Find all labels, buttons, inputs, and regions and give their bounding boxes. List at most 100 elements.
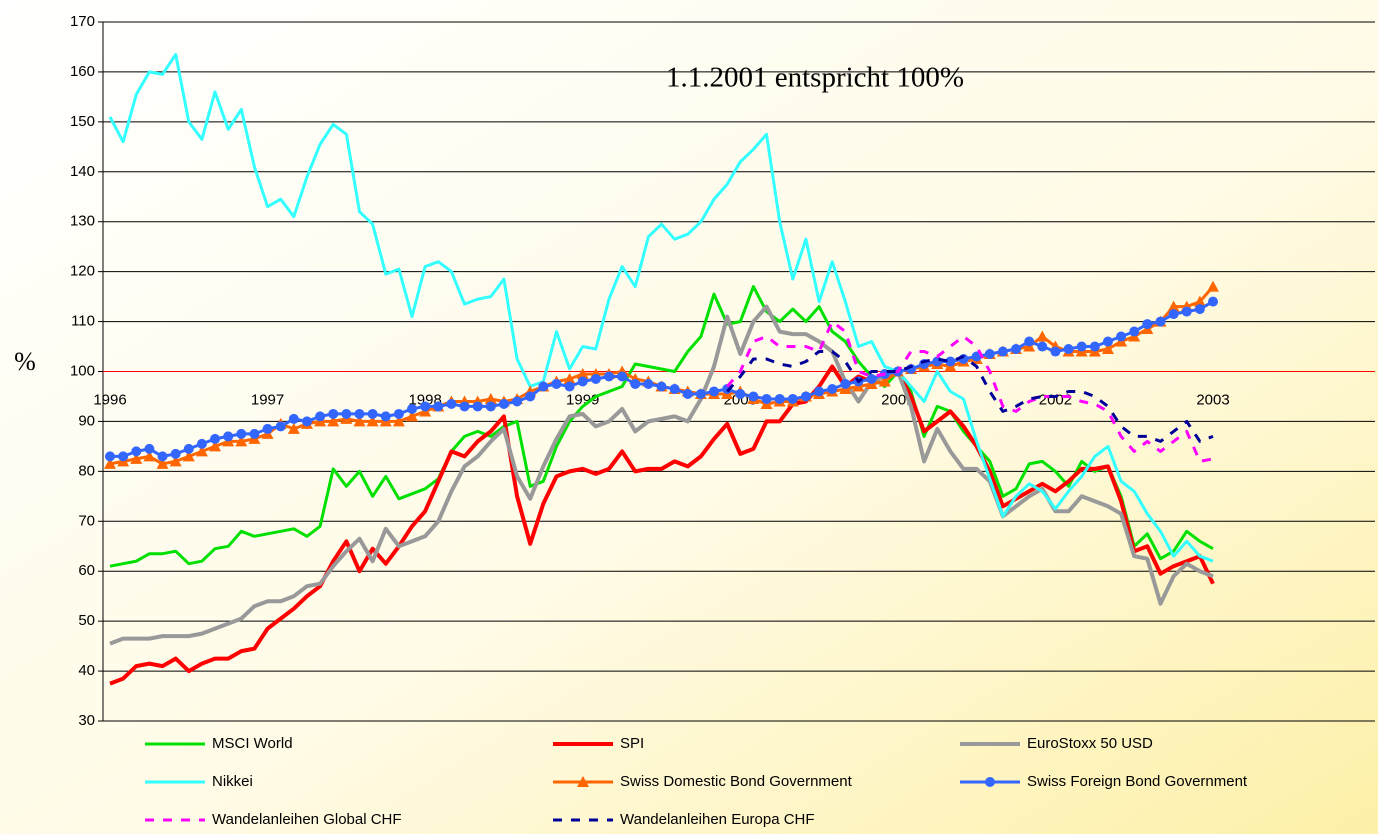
- point-marker: [800, 391, 811, 402]
- x-tick-label: 1998: [408, 391, 441, 408]
- point-marker: [603, 371, 614, 382]
- point-marker: [366, 415, 379, 427]
- point-marker: [682, 388, 693, 399]
- point-marker: [564, 381, 575, 392]
- point-marker: [1207, 280, 1219, 292]
- point-marker: [656, 381, 667, 392]
- x-tick-label: 2002: [1039, 391, 1072, 408]
- point-marker: [814, 386, 825, 397]
- point-marker: [695, 388, 706, 399]
- y-tick-label: 140: [70, 163, 95, 180]
- point-marker: [1167, 300, 1180, 312]
- point-marker: [105, 451, 115, 462]
- x-tick-label: 1999: [566, 391, 599, 408]
- y-tick-label: 30: [78, 712, 95, 729]
- point-marker: [196, 438, 207, 449]
- point-marker: [878, 375, 891, 387]
- point-marker: [156, 457, 169, 469]
- point-marker: [407, 403, 418, 414]
- annotation: 1.1.2001 entspricht 100%: [666, 62, 964, 94]
- point-marker: [131, 446, 142, 457]
- point-marker: [485, 401, 496, 412]
- point-marker: [169, 455, 182, 467]
- point-marker: [275, 421, 286, 432]
- point-marker: [236, 428, 247, 439]
- point-marker: [761, 393, 772, 404]
- point-marker: [1063, 344, 1074, 355]
- point-marker: [354, 408, 365, 419]
- point-marker: [484, 392, 497, 404]
- point-marker: [840, 378, 851, 389]
- series-line: [109, 285, 1214, 568]
- point-marker: [577, 376, 588, 387]
- point-marker: [748, 391, 759, 402]
- point-marker: [669, 383, 680, 394]
- point-marker: [997, 346, 1008, 357]
- point-marker: [1101, 343, 1114, 355]
- point-marker: [709, 386, 720, 397]
- y-tick-label: 150: [70, 113, 95, 130]
- point-marker: [617, 371, 628, 382]
- point-marker: [1129, 326, 1140, 337]
- y-axis-label: %: [14, 347, 36, 376]
- point-marker: [315, 411, 326, 422]
- y-tick-label: 170: [70, 13, 95, 30]
- y-tick-label: 60: [78, 562, 95, 579]
- point-marker: [1011, 344, 1022, 355]
- legend-label: Swiss Domestic Bond Government: [620, 773, 853, 790]
- point-marker: [576, 367, 589, 379]
- y-tick-label: 120: [70, 263, 95, 280]
- point-marker: [104, 457, 116, 469]
- legend-marker: [577, 776, 589, 787]
- point-marker: [183, 443, 194, 454]
- point-marker: [1208, 296, 1218, 307]
- point-marker: [288, 413, 299, 424]
- point-marker: [1116, 331, 1127, 342]
- point-marker: [223, 431, 234, 442]
- y-tick-label: 100: [70, 362, 95, 379]
- point-marker: [130, 452, 143, 464]
- point-marker: [590, 373, 601, 384]
- point-marker: [144, 443, 155, 454]
- point-marker: [1024, 336, 1035, 347]
- point-marker: [195, 445, 208, 457]
- point-marker: [1193, 295, 1206, 307]
- point-marker: [1155, 316, 1166, 327]
- point-marker: [551, 378, 562, 389]
- point-marker: [459, 401, 470, 412]
- point-marker: [262, 423, 273, 434]
- series-line: [109, 304, 1214, 646]
- point-marker: [1076, 341, 1087, 352]
- legend-marker: [985, 777, 995, 787]
- legend-label: Nikkei: [212, 773, 253, 790]
- point-marker: [774, 393, 785, 404]
- point-marker: [1036, 330, 1049, 342]
- y-tick-label: 160: [70, 63, 95, 80]
- point-marker: [787, 393, 798, 404]
- point-marker: [327, 415, 340, 427]
- point-marker: [392, 415, 405, 427]
- point-marker: [1089, 341, 1100, 352]
- point-marker: [353, 415, 366, 427]
- point-marker: [472, 401, 483, 412]
- point-marker: [235, 435, 248, 447]
- point-marker: [643, 378, 654, 389]
- point-marker: [538, 381, 549, 392]
- series-line: [726, 320, 1214, 463]
- point-marker: [367, 408, 378, 419]
- legend-label: SPI: [620, 735, 644, 752]
- point-marker: [984, 349, 995, 360]
- y-tick-label: 40: [78, 662, 95, 679]
- point-marker: [1142, 319, 1153, 330]
- point-marker: [209, 440, 222, 452]
- y-tick-label: 70: [78, 512, 95, 529]
- point-marker: [1168, 309, 1179, 320]
- point-marker: [406, 410, 419, 422]
- series-line: [109, 364, 1215, 686]
- point-marker: [630, 378, 641, 389]
- x-tick-label: 1996: [93, 391, 126, 408]
- point-marker: [1050, 346, 1061, 357]
- point-marker: [1194, 304, 1205, 315]
- point-marker: [287, 422, 300, 434]
